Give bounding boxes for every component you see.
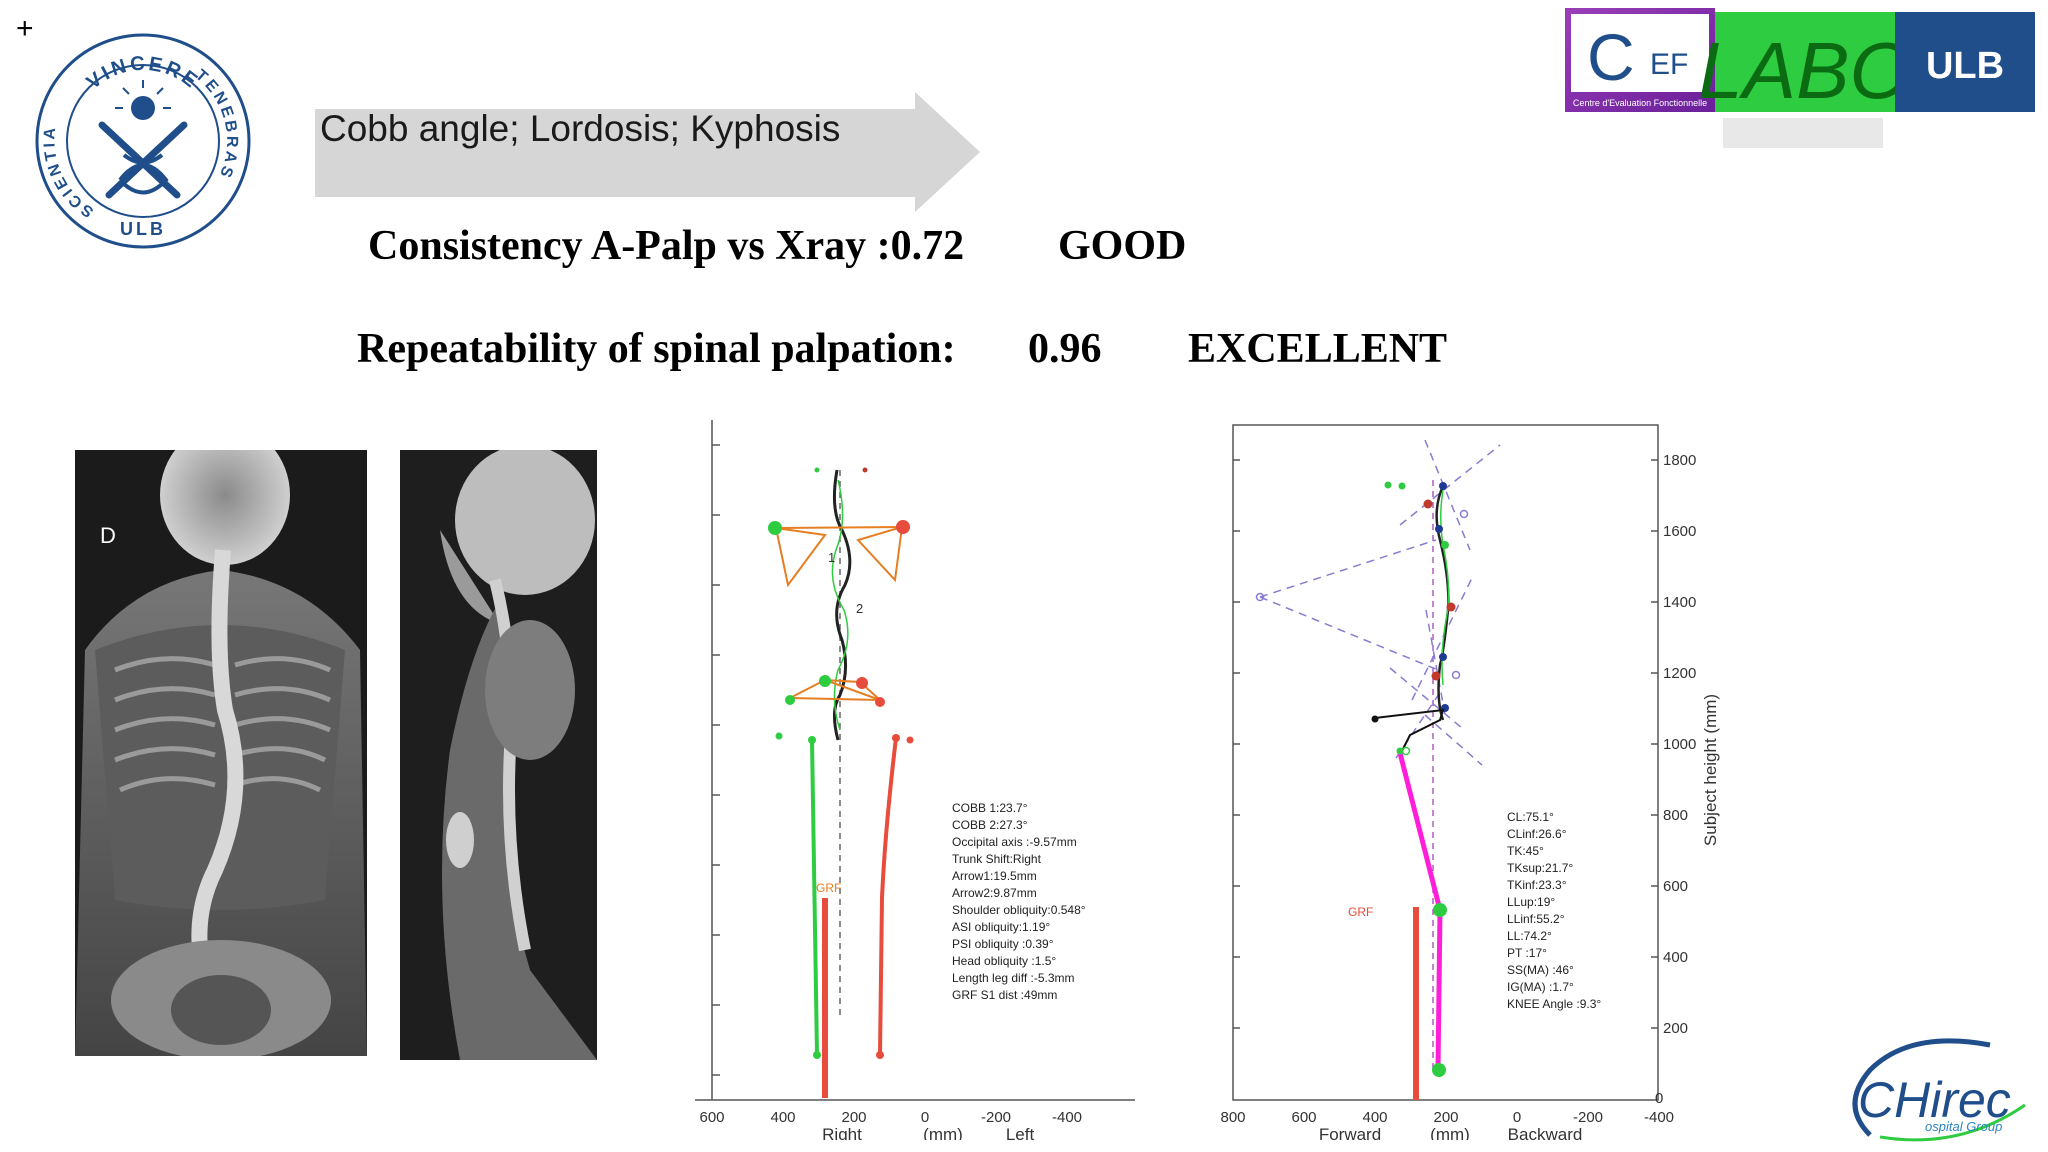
repeatability-label: Repeatability of spinal palpation:: [357, 326, 956, 372]
svg-text:PSI obliquity :0.39°: PSI obliquity :0.39°: [952, 937, 1054, 951]
repeatability-value: 0.96: [1028, 326, 1102, 372]
sagittal-x-tick: 800: [1220, 1109, 1245, 1126]
sagittal-y-tick: 200: [1663, 1020, 1688, 1037]
chirec-logo: CHirec ospital Group: [1852, 1038, 2026, 1142]
svg-text:Head obliquity :1.5°: Head obliquity :1.5°: [952, 954, 1056, 968]
svg-text:PT :17°: PT :17°: [1507, 946, 1547, 960]
curve-label: 2: [856, 601, 863, 616]
sagittal-y-tick: 1000: [1663, 736, 1696, 753]
svg-text:LLinf:55.2°: LLinf:55.2°: [1507, 912, 1565, 926]
sagittal-x-tick: 200: [1433, 1109, 1458, 1126]
frontal-x-label-right: Right: [822, 1125, 862, 1140]
svg-text:TKinf:23.3°: TKinf:23.3°: [1507, 878, 1567, 892]
svg-text:LABO: LABO: [1698, 26, 1911, 115]
sagittal-x-label-forward: Forward: [1319, 1125, 1381, 1140]
xray-side-marker: D: [100, 523, 116, 548]
svg-text:Arrow2:9.87mm: Arrow2:9.87mm: [952, 886, 1037, 900]
topic-arrow-shape: [315, 92, 980, 212]
sagittal-y-tick: 600: [1663, 878, 1688, 895]
grf-label: GRF: [816, 881, 841, 895]
sagittal-x-tick: 0: [1513, 1109, 1521, 1126]
labo-logo: LABO: [1698, 12, 1912, 148]
svg-text:TKsup:21.7°: TKsup:21.7°: [1507, 861, 1573, 875]
sagittal-x-tick: 600: [1291, 1109, 1316, 1126]
svg-text:Shoulder obliquity:0.548°: Shoulder obliquity:0.548°: [952, 903, 1086, 917]
sagittal-y-tick: 0: [1655, 1090, 1663, 1107]
frontal-x-tick: 0: [921, 1109, 929, 1126]
svg-text:CL:75.1°: CL:75.1°: [1507, 810, 1554, 824]
consistency-rating: GOOD: [1058, 223, 1187, 269]
frontal-x-tick: 200: [841, 1109, 866, 1126]
sagittal-y-tick: 400: [1663, 949, 1688, 966]
ulb-seal-logo: VINCERE SCIENTIA TENEBRAS ULB: [35, 33, 251, 249]
sagittal-x-label-backward: Backward: [1508, 1125, 1583, 1140]
svg-text:CLinf:26.6°: CLinf:26.6°: [1507, 827, 1567, 841]
curve-label: 1: [828, 550, 835, 565]
sagittal-y-tick: 1600: [1663, 523, 1696, 540]
frontal-x-label-unit: (mm): [923, 1125, 963, 1140]
sagittal-x-tick: -200: [1573, 1109, 1603, 1126]
frontal-x-tick: 600: [699, 1109, 724, 1126]
svg-text:LL:74.2°: LL:74.2°: [1507, 929, 1552, 943]
sagittal-annotations: CL:75.1° CLinf:26.6° TK:45° TKsup:21.7° …: [1507, 810, 1601, 1011]
frontal-xray-image: D: [75, 450, 367, 1056]
frontal-annotations: COBB 1:23.7° COBB 2:27.3° Occipital axis…: [952, 801, 1086, 1002]
svg-text:Arrow1:19.5mm: Arrow1:19.5mm: [952, 869, 1037, 883]
svg-text:Length leg diff :-5.3mm: Length leg diff :-5.3mm: [952, 971, 1075, 985]
corner-plus-mark: +: [16, 12, 34, 45]
sagittal-y-tick: 800: [1663, 807, 1688, 824]
topic-arrow-label: Cobb angle; Lordosis; Kyphosis: [320, 108, 841, 149]
sagittal-x-label-unit: (mm): [1430, 1125, 1470, 1140]
consistency-label: Consistency A-Palp vs Xray :0.72: [368, 223, 965, 269]
svg-text:COBB 1:23.7°: COBB 1:23.7°: [952, 801, 1028, 815]
ulb-text-logo: ULB: [1895, 12, 2035, 112]
svg-text:Occipital axis :-9.57mm: Occipital axis :-9.57mm: [952, 835, 1077, 849]
sagittal-y-label: Subject height (mm): [1701, 694, 1720, 846]
svg-text:EF: EF: [1650, 48, 1688, 81]
svg-text:COBB 2:27.3°: COBB 2:27.3°: [952, 818, 1028, 832]
sagittal-x-tick: -400: [1644, 1109, 1674, 1126]
frontal-x-tick: -400: [1052, 1109, 1082, 1126]
frontal-plane-plot: 600 400 200 0 -200 -400 Right (mm) Left …: [695, 420, 1135, 1140]
sagittal-x-tick: 400: [1362, 1109, 1387, 1126]
repeatability-rating: EXCELLENT: [1188, 326, 1448, 372]
sagittal-y-tick: 1200: [1663, 665, 1696, 682]
frontal-x-label-left: Left: [1006, 1125, 1035, 1140]
svg-text:GRF S1 dist :49mm: GRF S1 dist :49mm: [952, 988, 1057, 1002]
sagittal-grf-label: GRF: [1348, 905, 1373, 919]
svg-text:IG(MA) :1.7°: IG(MA) :1.7°: [1507, 980, 1574, 994]
svg-text:Centre d'Evaluation Fonctionne: Centre d'Evaluation Fonctionnelle: [1573, 98, 1707, 108]
cef-logo: C EF Centre d'Evaluation Fonctionnelle: [1565, 8, 1715, 112]
sagittal-y-tick: 1800: [1663, 452, 1696, 469]
partner-logos: C EF Centre d'Evaluation Fonctionnelle L…: [1565, 8, 2035, 148]
sagittal-frame: [1232, 424, 1659, 1101]
svg-text:KNEE Angle :9.3°: KNEE Angle :9.3°: [1507, 997, 1601, 1011]
frontal-x-tick: -200: [981, 1109, 1011, 1126]
sagittal-y-tick: 1400: [1663, 594, 1696, 611]
svg-text:ASI obliquity:1.19°: ASI obliquity:1.19°: [952, 920, 1050, 934]
frontal-x-tick: 400: [770, 1109, 795, 1126]
sagittal-plane-plot: 1800 1600 1400 1200 1000 800 600 400 200…: [1220, 424, 1720, 1140]
sagittal-grf-bar: [1413, 907, 1419, 1100]
svg-text:C: C: [1587, 20, 1635, 94]
svg-text:CHirec: CHirec: [1858, 1072, 2011, 1128]
seal-text-bottom: ULB: [120, 219, 166, 239]
svg-text:ULB: ULB: [1926, 45, 2004, 87]
svg-text:SS(MA) :46°: SS(MA) :46°: [1507, 963, 1574, 977]
svg-text:ospital Group: ospital Group: [1925, 1119, 2002, 1134]
svg-text:Trunk Shift:Right: Trunk Shift:Right: [952, 852, 1042, 866]
svg-text:TK:45°: TK:45°: [1507, 844, 1544, 858]
svg-text:LLup:19°: LLup:19°: [1507, 895, 1555, 909]
grf-bar: [822, 898, 828, 1098]
lateral-xray-image: [400, 450, 597, 1060]
